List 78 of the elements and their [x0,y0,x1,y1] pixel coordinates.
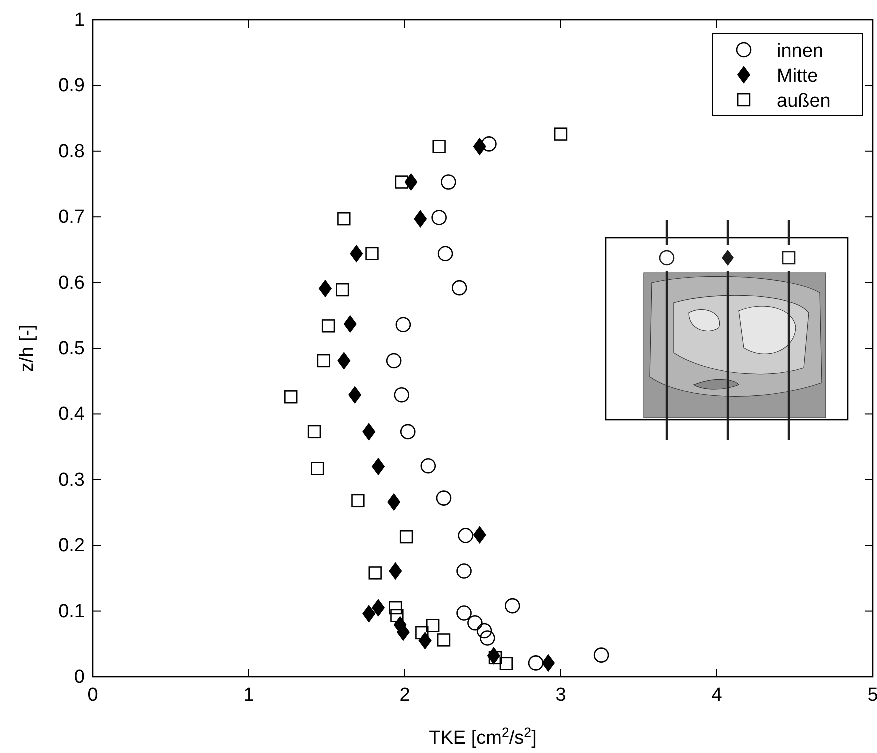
point [404,174,418,191]
point [318,280,332,298]
point [366,247,379,260]
point [432,140,446,154]
point [308,425,322,439]
point [426,619,440,632]
y-tick-label: 0.6 [58,272,85,294]
y-tick-label: 0.5 [58,338,85,360]
point [594,648,610,663]
point [488,651,502,665]
point [436,490,452,506]
y-tick-label: 0.8 [58,141,85,162]
point [396,317,412,332]
y-tick-label: 1 [74,10,85,31]
point [414,210,428,228]
point [473,138,486,156]
point [458,528,474,544]
point [338,352,351,370]
point [473,526,486,544]
point [389,562,402,580]
point [452,280,468,296]
point [528,656,544,671]
x-tick-label: 1 [244,685,254,706]
point [390,609,404,622]
legend-label: Mitte [777,66,818,87]
point [468,615,483,631]
legend-label: innen [777,41,824,62]
y-tick-label: 0.2 [58,536,85,557]
x-axis-title: TKE [cm$^{2}$/s$^{2}$] [429,724,537,749]
point [456,564,472,579]
point [389,601,402,615]
y-tick-label: 0.9 [58,76,85,97]
point [372,599,385,617]
x-tick-label: 0 [88,685,98,706]
point [395,176,408,189]
point [352,494,365,508]
point [311,462,324,476]
point [388,494,401,511]
point [400,424,416,440]
point [394,387,410,403]
point [322,320,336,333]
point [344,316,357,333]
point [432,210,447,226]
point [437,634,451,647]
y-tick-label: 0.3 [58,470,85,491]
point [336,283,350,297]
point [362,423,376,440]
point [441,174,456,190]
point [368,566,382,580]
x-tick-label: 2 [400,685,410,706]
point [438,246,454,262]
point [476,623,492,639]
point [482,136,497,152]
y-tick-label: 0.7 [58,207,85,228]
point [362,605,376,622]
point [420,458,436,474]
y-tick-label: 0.1 [58,601,85,622]
point [338,212,351,226]
point [416,626,429,640]
y-tick-label: 0.4 [58,404,86,426]
point [400,530,414,544]
legend-label: außen [777,91,831,112]
point [456,606,472,621]
point [284,390,298,404]
point [554,128,568,141]
point [348,386,362,404]
point [317,354,330,368]
point [504,598,520,614]
point [386,353,402,369]
y-tick-label: 0 [74,667,85,688]
point [480,630,496,646]
point [542,654,555,672]
y-axis-title: z/h [-] [17,324,38,372]
x-tick-label: 4 [712,685,723,706]
x-tick-label: 3 [556,685,566,706]
point [350,245,364,262]
point [372,458,385,476]
point [500,657,513,670]
